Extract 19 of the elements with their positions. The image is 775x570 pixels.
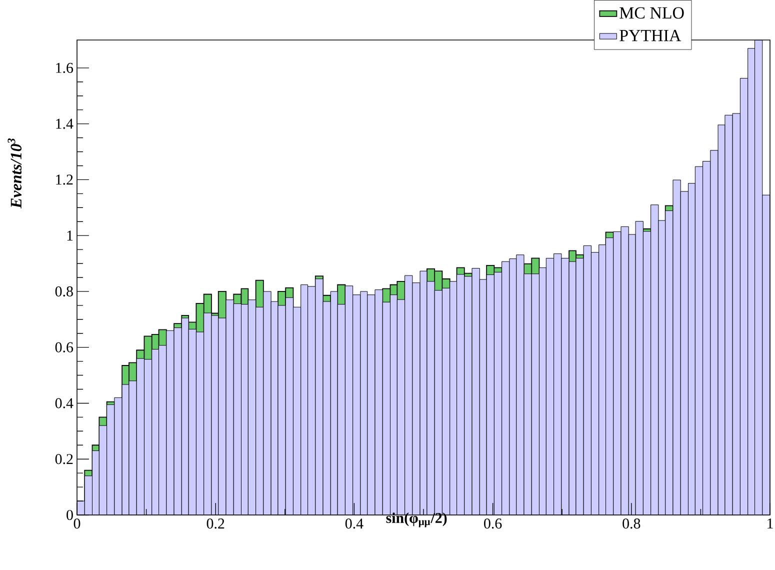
y-tick-label: 0.4 <box>55 398 74 408</box>
y-tick-label: 1 <box>67 230 73 241</box>
x-tick-label: 0.2 <box>206 518 224 529</box>
y-tick-label: 1.4 <box>56 118 74 129</box>
x-axis-title: sin(φ$_{μμ}$/2) <box>386 512 447 528</box>
x-tick-label: 0.6 <box>484 518 502 529</box>
y-tick-label: 0.2 <box>55 454 73 464</box>
x-tick-label: 0.8 <box>622 518 640 529</box>
y-tick-label: 1.2 <box>56 174 73 185</box>
legend-label: PYTHIA <box>620 30 682 42</box>
y-tick-label: 0 <box>66 510 73 520</box>
x-tick-label: 1 <box>768 518 773 528</box>
legend-label: MC NLO <box>620 7 684 19</box>
y-tick-label: 0.8 <box>55 286 73 297</box>
y-tick-label: 1.6 <box>56 62 74 73</box>
x-tick-label: 0 <box>74 518 80 529</box>
y-tick-label: 0.6 <box>55 342 74 352</box>
y-axis-title: Events/10$^{3}$ <box>8 138 22 208</box>
x-tick-label: 0.4 <box>345 518 364 529</box>
